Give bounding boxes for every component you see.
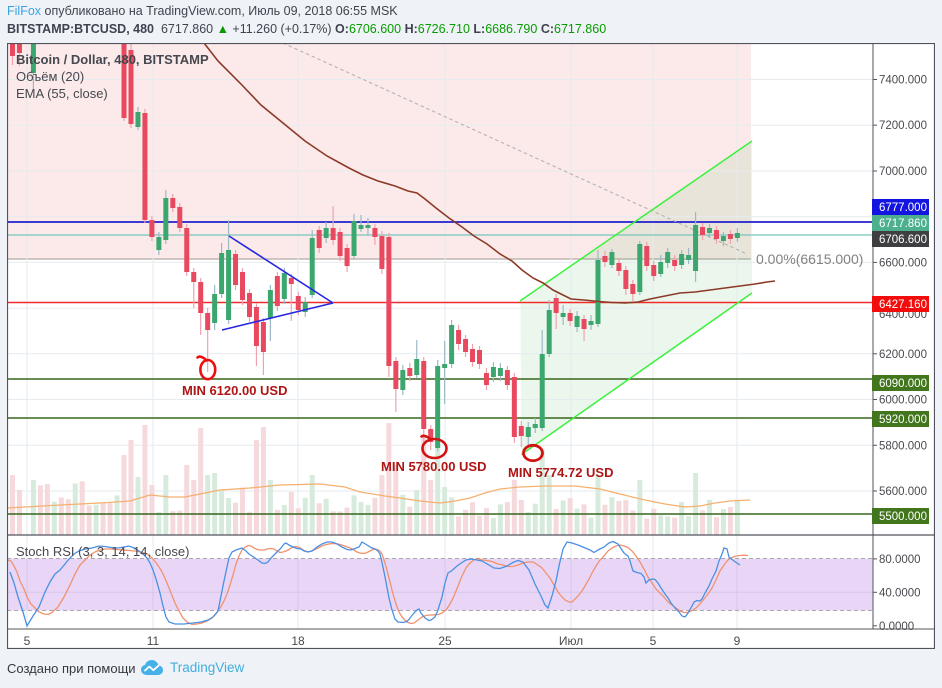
svg-text:25: 25	[438, 634, 452, 648]
svg-text:MIN 5774.72 USD: MIN 5774.72 USD	[508, 465, 614, 480]
svg-text:7000.000: 7000.000	[879, 166, 927, 178]
svg-text:5: 5	[24, 634, 31, 648]
svg-text:Июл: Июл	[559, 634, 583, 648]
svg-text:5500.000: 5500.000	[879, 511, 927, 523]
svg-text:6600.000: 6600.000	[879, 257, 927, 269]
svg-text:7200.000: 7200.000	[879, 120, 927, 132]
svg-text:0.00%(6615.000): 0.00%(6615.000)	[756, 251, 863, 267]
svg-text:6427.160: 6427.160	[879, 299, 927, 311]
svg-text:40.0000: 40.0000	[879, 587, 921, 599]
svg-text:80.0000: 80.0000	[879, 554, 921, 566]
svg-text:11: 11	[147, 634, 160, 648]
svg-text:MIN 6120.00 USD: MIN 6120.00 USD	[182, 383, 288, 398]
svg-text:5800.000: 5800.000	[879, 440, 927, 452]
svg-text:5: 5	[650, 634, 657, 648]
svg-text:Bitcoin / Dollar, 480, BITSTAM: Bitcoin / Dollar, 480, BITSTAMP	[16, 52, 209, 67]
svg-text:6777.000: 6777.000	[879, 202, 927, 214]
svg-text:Объём (20): Объём (20)	[16, 69, 84, 84]
svg-text:EMA (55, close): EMA (55, close)	[16, 86, 108, 101]
svg-text:Stoch RSI (3, 3, 14, 14, close: Stoch RSI (3, 3, 14, 14, close)	[16, 544, 189, 559]
svg-text:5920.000: 5920.000	[879, 414, 927, 426]
svg-text:18: 18	[291, 634, 305, 648]
svg-text:6000.000: 6000.000	[879, 395, 927, 407]
svg-text:6200.000: 6200.000	[879, 349, 927, 361]
svg-text:0.0000: 0.0000	[879, 621, 914, 633]
svg-text:MIN 5780.00 USD: MIN 5780.00 USD	[381, 459, 487, 474]
svg-text:6717.860: 6717.860	[879, 218, 927, 230]
svg-text:9: 9	[734, 634, 741, 648]
svg-text:5600.000: 5600.000	[879, 486, 927, 498]
svg-text:6706.600: 6706.600	[879, 234, 927, 246]
svg-text:6090.000: 6090.000	[879, 378, 927, 390]
svg-text:7400.000: 7400.000	[879, 75, 927, 87]
